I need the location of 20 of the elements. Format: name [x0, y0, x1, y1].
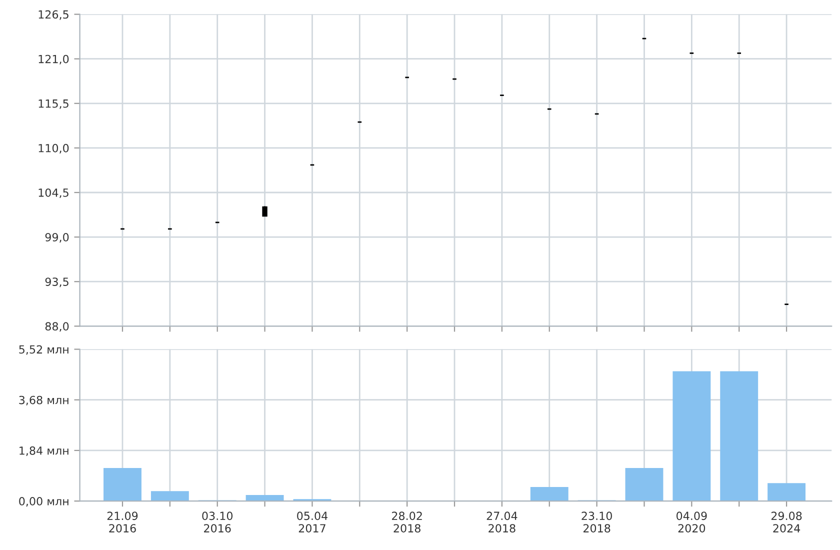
y-tick-label: 121,0	[38, 54, 69, 64]
y-tick-label: 1,84 млн	[20, 446, 68, 456]
x-tick-label: 23.10 2018	[582, 512, 612, 533]
y-tick-label: 88,0	[45, 322, 69, 332]
x-tick-label: 29.08 2024	[771, 512, 802, 533]
y-tick-label: 104,5	[38, 188, 68, 198]
y-tick-label: 0,00 млн	[19, 497, 68, 507]
y-tick-label: 110,0	[38, 144, 69, 154]
y-tick-label: 93,5	[45, 278, 68, 288]
x-tick-label: 03.10 2016	[202, 512, 233, 533]
y-tick-label: 99,0	[45, 233, 69, 243]
x-tick-label: 28.02 2018	[392, 512, 422, 533]
x-tick-label: 21.09 2016	[107, 512, 138, 533]
y-tick-label: 3,68 млн	[19, 396, 68, 406]
x-tick-label: 04.09 2020	[676, 512, 707, 533]
y-tick-label: 126,5	[38, 10, 68, 20]
y-tick-label: 5,52 млн	[19, 345, 68, 355]
x-tick-label: 27.04 2018	[486, 512, 518, 533]
y-tick-label: 115,5	[38, 100, 68, 109]
x-tick-label: 05.04 2017	[297, 512, 328, 533]
